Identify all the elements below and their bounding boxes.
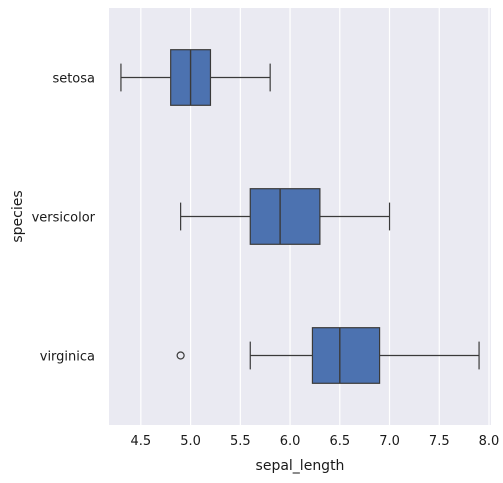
- y-category-label: setosa: [52, 72, 95, 87]
- y-category-label: virginica: [40, 350, 95, 365]
- x-axis-label: sepal_length: [256, 458, 345, 474]
- box-setosa: [120, 49, 271, 106]
- box-iqr: [311, 327, 381, 384]
- x-tick-label: 7.5: [429, 434, 450, 449]
- x-tick-label: 7.0: [379, 434, 400, 449]
- boxes: [120, 49, 480, 384]
- x-tick-label: 5.0: [180, 434, 201, 449]
- y-axis-label: species: [10, 190, 26, 242]
- outlier-point: [176, 351, 185, 360]
- x-ticks: 4.5 5.0 5.5 6.0 6.5 7.0 7.5 8.0: [130, 434, 499, 449]
- box-virginica: [176, 327, 480, 384]
- x-tick-label: 5.5: [230, 434, 251, 449]
- x-tick-label: 6.5: [329, 434, 350, 449]
- x-tick-label: 6.0: [280, 434, 301, 449]
- x-tick-label: 8.0: [479, 434, 500, 449]
- y-category-label: versicolor: [32, 211, 96, 226]
- box-iqr: [249, 188, 321, 245]
- y-categories: setosa versicolor virginica: [32, 72, 96, 365]
- box-versicolor: [180, 188, 391, 245]
- x-tick-label: 4.5: [130, 434, 151, 449]
